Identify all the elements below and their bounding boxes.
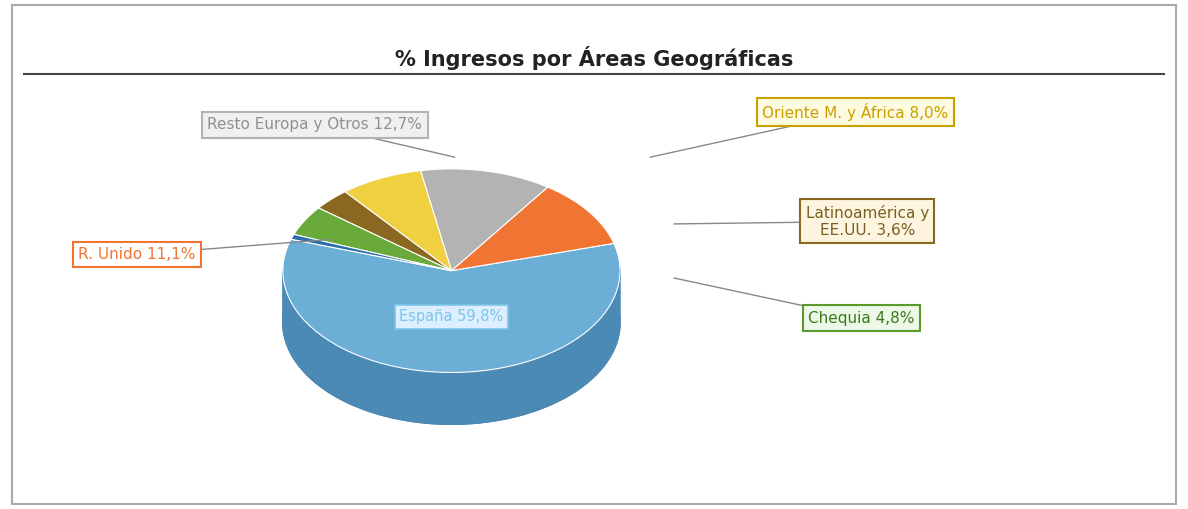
Polygon shape [318, 192, 451, 271]
Polygon shape [283, 269, 620, 425]
Text: Resto Europa y Otros 12,7%: Resto Europa y Otros 12,7% [208, 117, 422, 132]
Polygon shape [421, 169, 548, 271]
Text: Chequia 4,8%: Chequia 4,8% [808, 310, 915, 326]
Text: Oriente M. y África 8,0%: Oriente M. y África 8,0% [763, 103, 948, 121]
Text: Latinoamérica y
EE.UU. 3,6%: Latinoamérica y EE.UU. 3,6% [805, 205, 929, 238]
Ellipse shape [283, 221, 620, 425]
Text: % Ingresos por Áreas Geográficas: % Ingresos por Áreas Geográficas [394, 46, 794, 70]
Text: España 59,8%: España 59,8% [399, 309, 504, 324]
Polygon shape [451, 187, 614, 271]
Polygon shape [293, 208, 451, 271]
Polygon shape [345, 171, 451, 271]
Text: R. Unido 11,1%: R. Unido 11,1% [78, 247, 195, 262]
Polygon shape [291, 235, 451, 271]
Polygon shape [283, 239, 620, 373]
